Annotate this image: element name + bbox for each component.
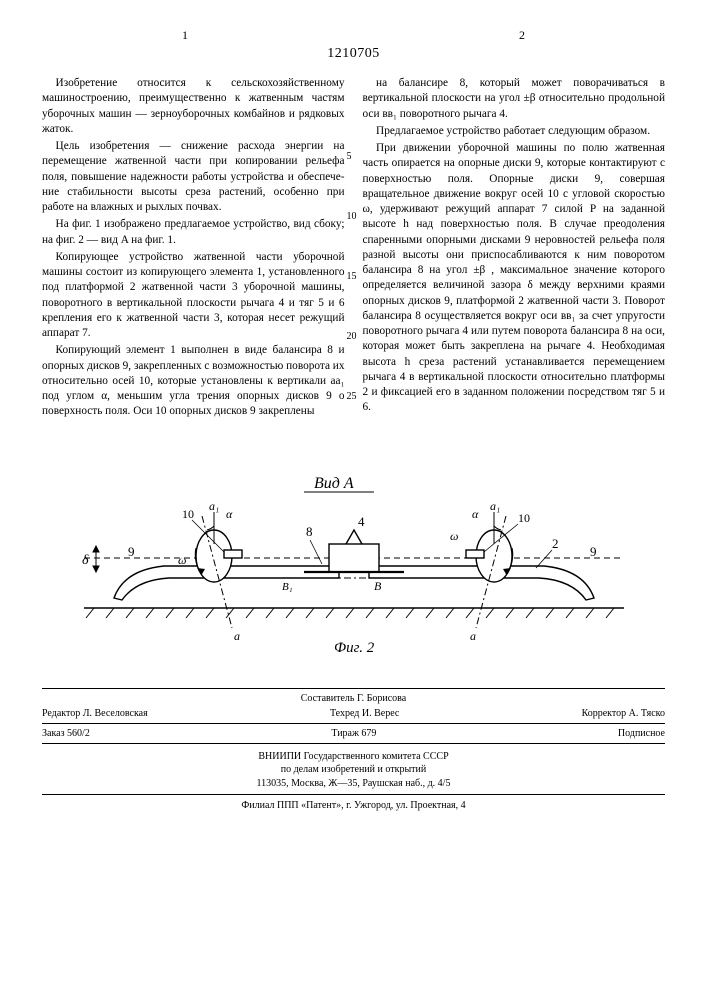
composer-label: Составитель xyxy=(301,693,355,704)
para: Предлагаемое устройство работает сле­дую… xyxy=(363,124,666,139)
corrector-name: А. Тяско xyxy=(629,708,665,719)
label-B: B xyxy=(374,579,382,593)
label-omega-right: ω xyxy=(450,529,458,543)
label-8: 8 xyxy=(306,524,313,539)
label-alpha-right: α xyxy=(472,507,479,521)
label-delta: δ xyxy=(82,553,89,568)
label-omega-left: ω xyxy=(178,553,186,567)
line-number: 15 xyxy=(347,270,357,284)
label-a-bottom-left: a xyxy=(234,629,240,643)
label-2: 2 xyxy=(552,536,559,551)
para: Копирующий элемент 1 выполнен в виде бал… xyxy=(42,343,345,419)
column-right: 5 10 15 20 25 на балансире 8, который мо… xyxy=(363,76,666,422)
line-number: 25 xyxy=(347,390,357,404)
imprint-footer: Составитель Г. Борисова Редактор Л. Весе… xyxy=(42,688,665,819)
editor-name: Л. Веселовская xyxy=(83,708,148,719)
label-10-left: 10 xyxy=(182,507,194,521)
order-label: Заказ xyxy=(42,728,65,739)
figure-2: δ 4 B B₁ 8 xyxy=(42,448,665,658)
para: на балансире 8, который может поворачи­в… xyxy=(363,76,666,122)
text-columns: Изобретение относится к сельскохозяй­ств… xyxy=(42,76,665,422)
para: На фиг. 1 изображено предлагаемое устрой… xyxy=(42,217,345,248)
line-number: 5 xyxy=(347,150,352,164)
page-col-num-right: 2 xyxy=(519,28,525,43)
label-a1-right: a₁ xyxy=(490,499,500,513)
document-number: 1210705 xyxy=(42,46,665,62)
label-4: 4 xyxy=(358,514,365,529)
org-line-1: ВНИИПИ Государственного комитета СССР xyxy=(42,750,665,764)
editor-label: Редактор xyxy=(42,708,80,719)
column-left: Изобретение относится к сельскохозяй­ств… xyxy=(42,76,345,422)
subscribed: Подписное xyxy=(618,728,665,739)
label-a1-left: a₁ xyxy=(209,499,219,513)
label-a-bottom-right: a xyxy=(470,629,476,643)
para: Изобретение относится к сельскохозяй­ств… xyxy=(42,76,345,137)
corrector-label: Корректор xyxy=(582,708,627,719)
label-9-right: 9 xyxy=(590,544,597,559)
tirazh-label: Тираж xyxy=(331,728,359,739)
figure-number-caption: Фиг. 2 xyxy=(334,640,375,656)
label-9-left: 9 xyxy=(128,544,135,559)
line-number: 10 xyxy=(347,210,357,224)
label-alpha-left: α xyxy=(226,507,233,521)
para: Цель изобретения — снижение расхода энер… xyxy=(42,139,345,215)
label-B1: B₁ xyxy=(282,581,293,593)
composer-name: Г. Борисова xyxy=(357,693,406,704)
tech-label: Техред xyxy=(330,708,359,719)
org-line-2: по делам изобретений и открытий xyxy=(42,763,665,777)
addr-line-2: Филиал ППП «Патент», г. Ужгород, ул. Про… xyxy=(42,794,665,813)
tirazh-value: 679 xyxy=(361,728,376,739)
label-10-right: 10 xyxy=(518,511,530,525)
para: При движении уборочной машины по по­лю ж… xyxy=(363,141,666,416)
line-number: 20 xyxy=(347,330,357,344)
para: Копирующее устройство жатвенной части уб… xyxy=(42,250,345,342)
order-value: 560/2 xyxy=(67,728,90,739)
page-col-num-left: 1 xyxy=(182,28,188,43)
addr-line-1: 113035, Москва, Ж—35, Раушская наб., д. … xyxy=(42,777,665,791)
figure-svg: δ 4 B B₁ 8 xyxy=(74,448,634,658)
tech-name: И. Верес xyxy=(362,708,399,719)
figure-view-caption: Вид A xyxy=(314,475,354,492)
